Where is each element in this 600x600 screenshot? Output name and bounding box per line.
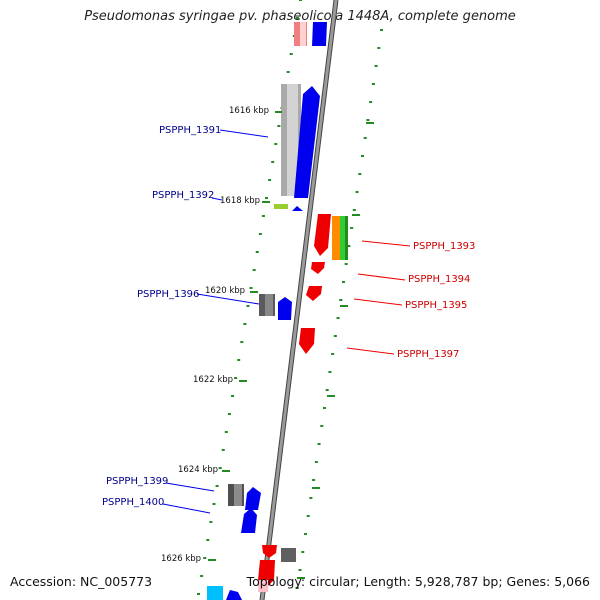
gene-feature-midgray-1396 — [265, 294, 273, 316]
genome-title: Pseudomonas syringae pv. phaseolicola 14… — [84, 9, 516, 24]
genome-backbone-highlight — [260, 0, 338, 600]
gene-feature-green-1392 — [274, 204, 288, 209]
gene-forward-arrow-1399 — [245, 487, 261, 510]
leader-line-1397 — [346, 347, 395, 355]
gene-feature-lightgray-1391 — [287, 84, 298, 196]
gene-label-1391[interactable]: PSPPH_1391 — [159, 125, 221, 136]
accession-label: Accession: NC_005773 — [10, 574, 153, 589]
scale-label-1618: 1618 kbp — [220, 196, 260, 206]
gene-label-1396[interactable]: PSPPH_1396 — [137, 289, 199, 300]
inner-tick-track — [197, 0, 302, 595]
leader-line-1396 — [196, 293, 260, 305]
leader-line-1392 — [211, 197, 223, 201]
leader-line-1391 — [219, 129, 269, 138]
gene-label-1393[interactable]: PSPPH_1393 — [413, 241, 475, 252]
gene-feature-green-1393 — [340, 216, 348, 260]
scale-label-1616: 1616 kbp — [229, 106, 269, 116]
gene-label-1399[interactable]: PSPPH_1399 — [106, 476, 168, 487]
gene-forward-arrow-top — [312, 22, 327, 46]
leader-line-1395 — [353, 298, 403, 306]
gene-forward-arrow-1391 — [294, 86, 320, 198]
scale-label-1626: 1626 kbp — [161, 554, 201, 564]
gene-forward-arrow-1392 — [292, 206, 303, 211]
gene-label-1392[interactable]: PSPPH_1392 — [152, 190, 214, 201]
gene-label-1395[interactable]: PSPPH_1395 — [405, 300, 467, 311]
genome-summary-label: Topology: circular; Length: 5,928,787 bp… — [246, 574, 590, 589]
leader-line-1394 — [357, 273, 406, 281]
leader-line-1399 — [165, 482, 215, 492]
gene-feature-darkgreen-1393 — [345, 216, 348, 260]
gene-reverse-arrow-1394 — [311, 262, 325, 274]
leader-line-1400 — [162, 503, 211, 514]
scale-label-group: 1616 kbp 1618 kbp 1620 kbp 1622 kbp 1624… — [161, 106, 282, 564]
left-gene-labels: PSPPH_1391 PSPPH_1392 PSPPH_1396 PSPPH_1… — [102, 125, 269, 514]
gene-reverse-arrow-1393 — [314, 214, 331, 256]
gene-forward-arrow-bottom — [226, 590, 242, 600]
gene-label-1400[interactable]: PSPPH_1400 — [102, 497, 164, 508]
gene-label-1397[interactable]: PSPPH_1397 — [397, 349, 459, 360]
gene-forward-arrow-1396 — [278, 297, 292, 320]
gene-feature-pink-lower — [258, 580, 268, 592]
gene-reverse-arrow-1395 — [306, 286, 322, 301]
gene-reverse-arrow-1397 — [299, 328, 315, 354]
gene-feature-midgray-1399 — [234, 484, 242, 506]
gene-feature-cyan-bottom — [207, 586, 223, 600]
gene-feature-gray-lower — [281, 548, 296, 562]
scale-label-1622: 1622 kbp — [193, 375, 233, 385]
outer-major-ticks — [297, 122, 374, 579]
gene-forward-arrow-1400 — [241, 508, 257, 533]
scale-label-1620: 1620 kbp — [205, 286, 245, 296]
leader-line-1393 — [361, 240, 411, 247]
gene-label-1394[interactable]: PSPPH_1394 — [408, 274, 470, 285]
gene-feature-white-top — [300, 22, 306, 46]
scale-label-1624: 1624 kbp — [178, 465, 218, 475]
right-gene-labels: PSPPH_1393 PSPPH_1394 PSPPH_1395 PSPPH_1… — [346, 240, 475, 360]
gene-reverse-arrow-lower-1 — [262, 545, 277, 558]
gene-feature-orange-1393 — [332, 216, 340, 260]
